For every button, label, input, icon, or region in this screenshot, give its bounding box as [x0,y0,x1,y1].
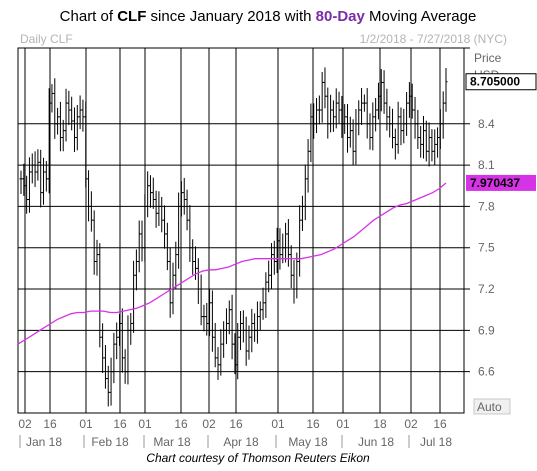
x-tick-label: 01 [336,417,350,431]
x-tick-label: 02 [202,417,216,431]
ma-value-tag: 7.970437 [466,174,536,191]
x-axis-ticks: 02 16 01 16 01 16 02 16 01 16 01 18 02 16 [18,417,447,431]
title-ticker: CLF [117,8,146,25]
month-label: Jun 18 [358,435,394,449]
month-labels: Jan 18 Feb 18 Mar 18 Apr 18 May 18 Jun 18 Jul … [19,435,452,449]
y-tick-label: 6.9 [478,323,495,337]
y-tick-label: 8.1 [478,158,495,172]
header-right: 1/2/2018 - 7/27/2018 (NYC) [360,32,507,46]
x-tick-label: 01 [138,417,152,431]
plot-frame [17,47,465,414]
ma-value-label: 7.970437 [470,176,520,190]
chart-credit: Chart courtesy of Thomson Reuters Eikon [146,451,370,465]
x-tick-label: 16 [113,417,127,431]
y-axis-ticks: 6.6 6.9 7.2 7.5 7.8 8.1 8.4 [478,117,495,379]
y-tick-label: 7.2 [478,282,495,296]
auto-label: Auto [477,400,502,414]
chart-title: Chart of CLF since January 2018 with 80-… [60,8,477,25]
price-axis-label: Price [474,51,502,65]
x-tick-label: 16 [229,417,243,431]
title-mid: since January 2018 with [146,8,315,25]
x-tick-label: 01 [271,417,285,431]
price-bars [19,67,448,407]
title-ma-period: 80-Day [316,8,366,25]
month-label: Apr 18 [223,435,259,449]
header-left: Daily CLF [20,32,73,46]
month-label: Jan 18 [26,435,62,449]
month-label: Feb 18 [91,435,129,449]
last-price-tag: 8.705000 [465,73,537,91]
x-tick-label: 16 [43,417,57,431]
x-tick-label: 16 [433,417,447,431]
last-price-label: 8.705000 [470,75,520,89]
month-label: May 18 [288,435,328,449]
y-tick-label: 6.6 [478,365,495,379]
y-tick-label: 8.4 [478,117,495,131]
x-tick-label: 16 [306,417,320,431]
x-tick-label: 16 [174,417,188,431]
x-tick-label: 02 [404,417,418,431]
title-post: Moving Average [365,8,476,25]
title-pre: Chart of [60,8,118,25]
y-tick-label: 7.5 [478,241,495,255]
moving-average-line [17,182,447,345]
month-label: Mar 18 [153,435,191,449]
x-tick-label: 01 [79,417,93,431]
y-tick-label: 7.8 [478,199,495,213]
x-tick-label: 18 [373,417,387,431]
x-tick-label: 02 [18,417,32,431]
month-label: Jul 18 [420,435,452,449]
auto-scale-button[interactable]: Auto [473,398,511,415]
